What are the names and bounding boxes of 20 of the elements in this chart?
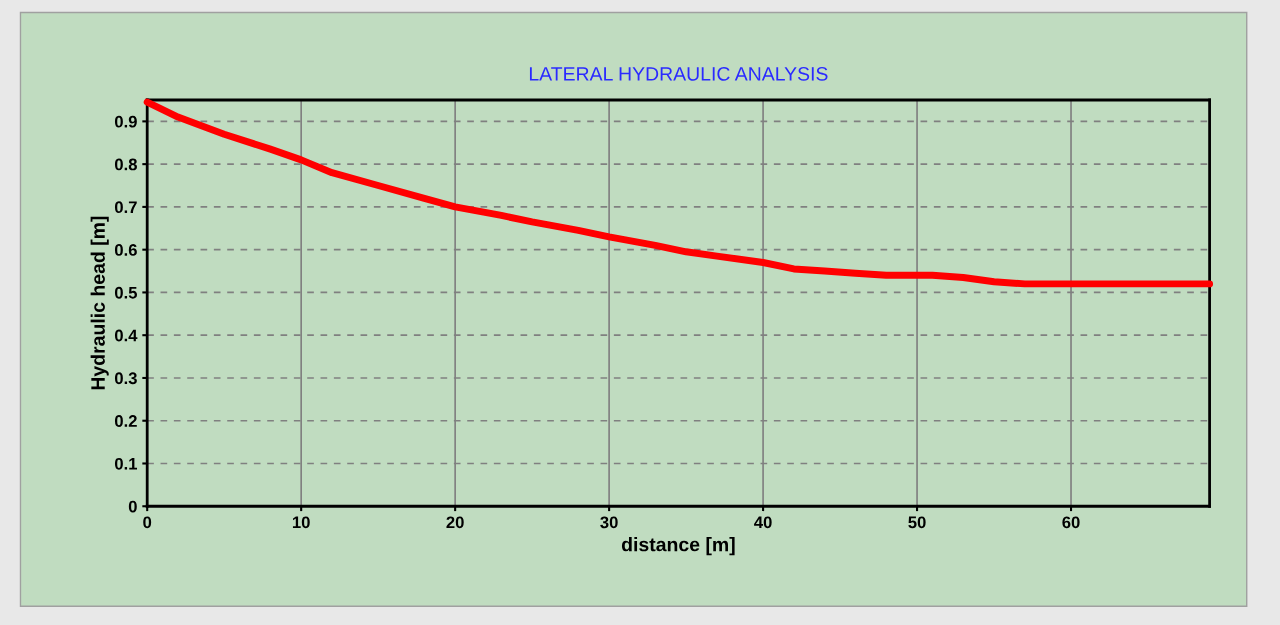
x-tick-label: 10	[292, 516, 310, 529]
x-tick-label: 50	[908, 516, 926, 529]
x-tick-label: 0	[143, 516, 152, 529]
y-tick-label: 0.4	[114, 329, 138, 342]
y-tick-label: 0.5	[114, 286, 138, 299]
chart-title: LATERAL HYDRAULIC ANALYSIS	[529, 66, 828, 81]
y-tick-label: 0.7	[114, 201, 137, 214]
x-tick-label: 60	[1062, 516, 1080, 529]
y-tick-label: 0.6	[114, 244, 137, 256]
y-tick-label: 0.2	[114, 415, 137, 427]
x-tick-label: 30	[600, 516, 618, 529]
y-tick-label: 0.8	[114, 158, 137, 171]
x-tick-label: 40	[754, 516, 772, 529]
y-tick-label: 0	[128, 500, 137, 513]
y-axis-title: Hydraulic head [m]	[90, 216, 109, 390]
y-tick-label: 0.3	[114, 372, 137, 385]
x-axis-title: distance [m]	[621, 537, 735, 556]
y-tick-label: 0.9	[114, 115, 137, 128]
y-tick-label: 0.1	[114, 457, 138, 470]
x-tick-label: 20	[446, 516, 464, 529]
